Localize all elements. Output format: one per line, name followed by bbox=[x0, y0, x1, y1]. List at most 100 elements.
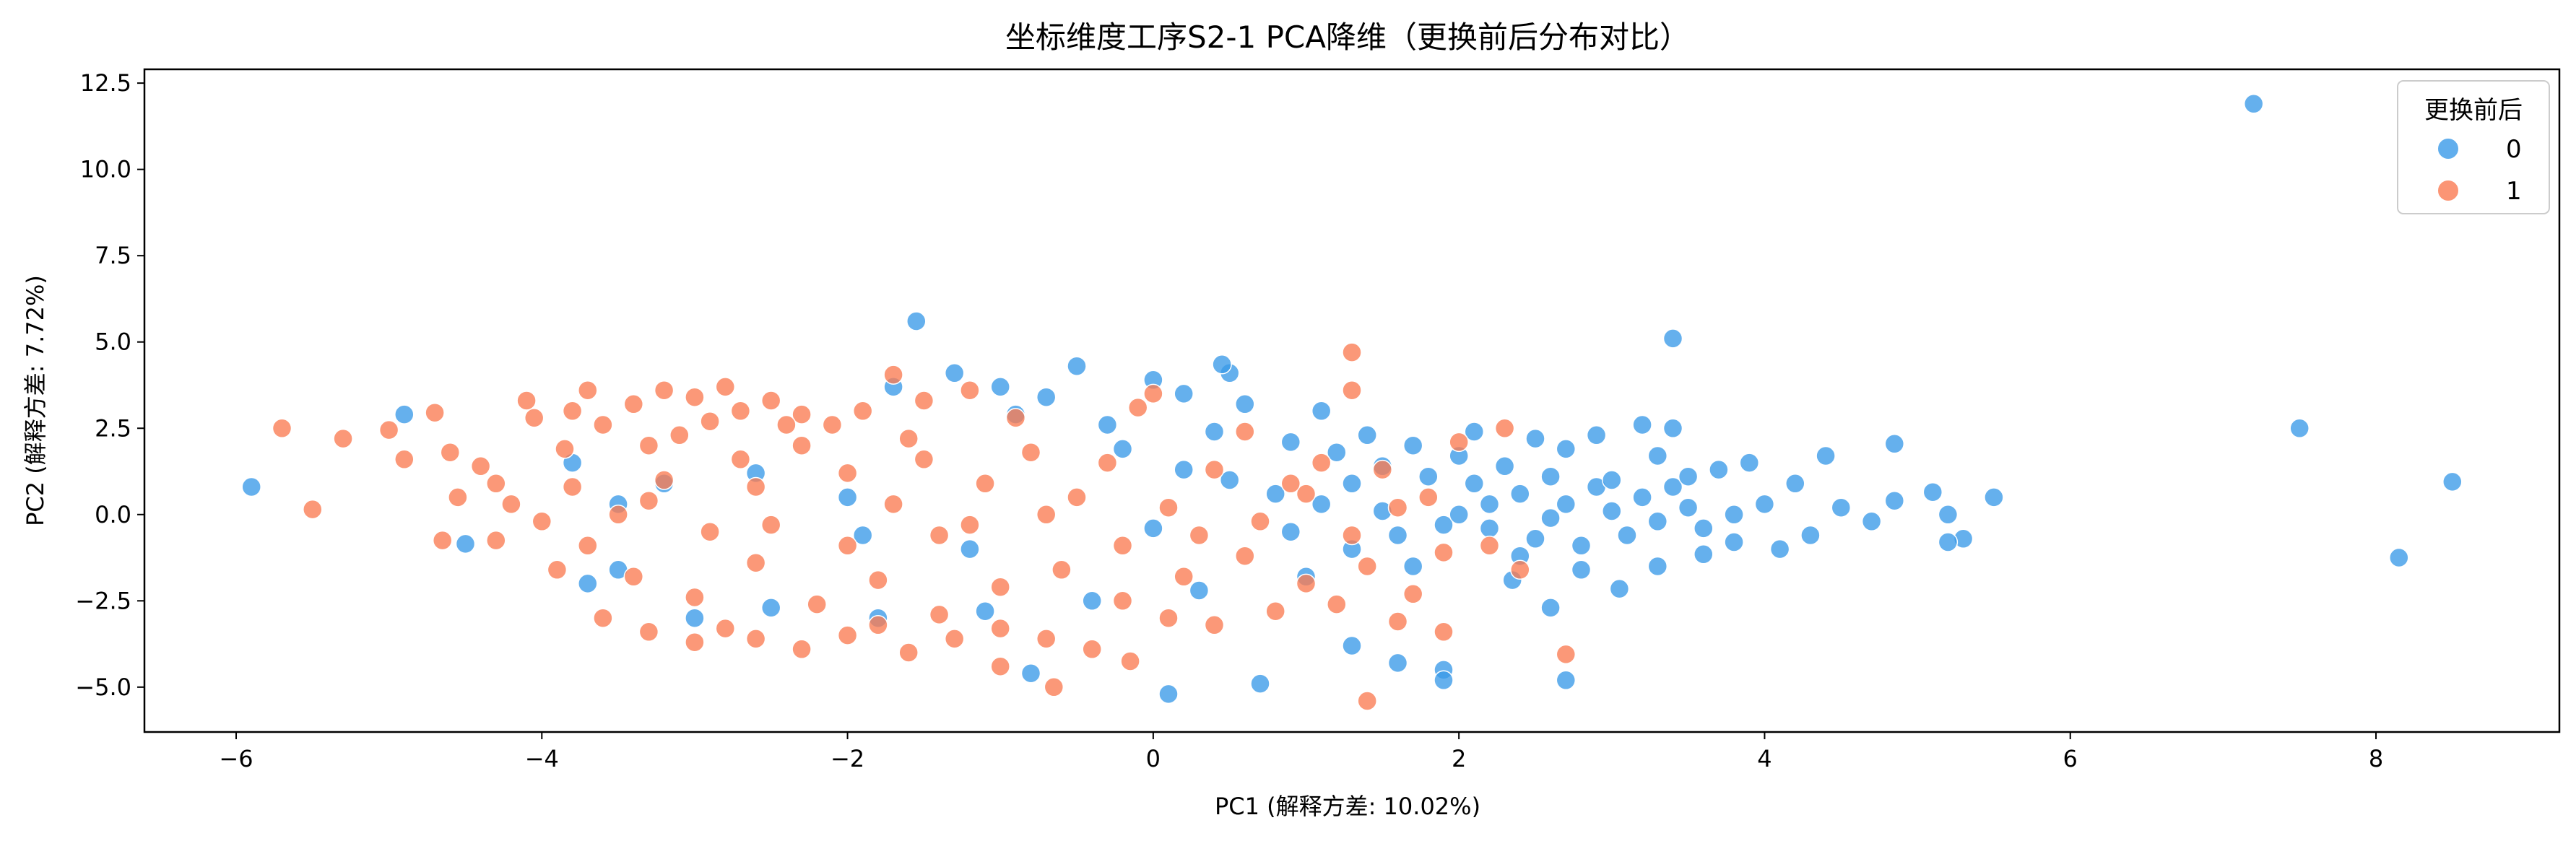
scatter-point bbox=[1112, 536, 1133, 556]
scatter-point bbox=[745, 552, 766, 573]
scatter-point bbox=[1816, 445, 1836, 466]
x-tick-label: 2 bbox=[1452, 745, 1466, 772]
scatter-point bbox=[1556, 439, 1577, 459]
scatter-point bbox=[1036, 387, 1057, 407]
scatter-point bbox=[1602, 501, 1622, 521]
scatter-point bbox=[929, 525, 950, 546]
scatter-point bbox=[1494, 456, 1515, 476]
scatter-point bbox=[1479, 518, 1500, 539]
scatter-point bbox=[1800, 525, 1821, 546]
scatter-point bbox=[638, 490, 659, 511]
scatter-point bbox=[486, 474, 506, 494]
scatter-point bbox=[1036, 629, 1057, 649]
scatter-point bbox=[792, 639, 812, 660]
scatter-point bbox=[1097, 414, 1118, 435]
scatter-point bbox=[960, 539, 980, 559]
scatter-point bbox=[837, 625, 858, 645]
scatter-point bbox=[1556, 644, 1577, 665]
scatter-point bbox=[1311, 453, 1332, 473]
scatter-point bbox=[1067, 356, 1087, 376]
scatter-point bbox=[1571, 536, 1592, 556]
scatter-point bbox=[1372, 459, 1393, 480]
scatter-point bbox=[1235, 546, 1255, 566]
scatter-point bbox=[638, 622, 659, 642]
scatter-point bbox=[638, 435, 659, 456]
scatter-point bbox=[1556, 670, 1577, 691]
scatter-point bbox=[1479, 536, 1500, 556]
scatter-point bbox=[1020, 442, 1041, 463]
scatter-point bbox=[1525, 428, 1545, 449]
scatter-point bbox=[486, 530, 506, 551]
scatter-point bbox=[1418, 487, 1439, 507]
scatter-point bbox=[1204, 615, 1225, 635]
scatter-point bbox=[1647, 556, 1668, 577]
scatter-point bbox=[1402, 556, 1423, 577]
scatter-point bbox=[807, 594, 827, 614]
scatter-point bbox=[501, 494, 521, 515]
scatter-point bbox=[455, 533, 476, 554]
scatter-point bbox=[432, 530, 453, 551]
scatter-point bbox=[1342, 342, 1362, 362]
scatter-point bbox=[990, 656, 1010, 676]
scatter-point bbox=[1387, 497, 1408, 518]
scatter-point bbox=[852, 401, 873, 422]
scatter-point bbox=[1097, 453, 1118, 473]
scatter-point bbox=[990, 618, 1010, 639]
scatter-point bbox=[1739, 453, 1760, 473]
scatter-point bbox=[914, 391, 934, 411]
scatter-point bbox=[1479, 494, 1500, 515]
scatter-point bbox=[1082, 639, 1102, 660]
scatter-point bbox=[944, 363, 965, 383]
scatter-point bbox=[944, 629, 965, 649]
legend: 更换前后 0 1 bbox=[2397, 80, 2550, 214]
scatter-point bbox=[1250, 511, 1270, 532]
scatter-point bbox=[745, 629, 766, 649]
scatter-point bbox=[1189, 580, 1210, 601]
legend-marker-series-1 bbox=[2437, 179, 2460, 202]
y-tick-label: 5.0 bbox=[95, 328, 131, 356]
scatter-point bbox=[1311, 494, 1332, 515]
scatter-point bbox=[1051, 559, 1072, 580]
scatter-point bbox=[555, 439, 575, 459]
scatter-point bbox=[1143, 383, 1163, 404]
scatter-point bbox=[1694, 544, 1714, 565]
scatter-point bbox=[1204, 459, 1225, 480]
scatter-point bbox=[776, 414, 797, 435]
scatter-point bbox=[883, 365, 903, 385]
y-tick-label: −2.5 bbox=[75, 587, 131, 614]
scatter-point bbox=[685, 632, 705, 653]
scatter-point bbox=[425, 402, 445, 423]
scatter-point bbox=[1754, 494, 1775, 515]
scatter-point bbox=[1861, 511, 1882, 532]
scatter-point bbox=[1143, 518, 1163, 539]
scatter-point bbox=[868, 570, 888, 591]
scatter-point bbox=[1235, 394, 1255, 414]
scatter-point bbox=[975, 474, 995, 494]
scatter-point bbox=[1938, 532, 1959, 552]
scatter-point bbox=[1112, 439, 1133, 459]
scatter-point bbox=[593, 414, 613, 435]
scatter-point bbox=[1662, 418, 1683, 439]
scatter-point bbox=[1884, 490, 1905, 511]
scatter-point bbox=[333, 428, 353, 449]
scatter-point bbox=[1005, 408, 1026, 428]
scatter-point bbox=[1280, 474, 1301, 494]
scatter-point bbox=[1280, 432, 1301, 453]
scatter-point bbox=[700, 521, 720, 542]
scatter-point bbox=[990, 377, 1010, 397]
scatter-point bbox=[760, 391, 781, 411]
scatter-point bbox=[990, 577, 1010, 597]
scatter-point bbox=[1158, 684, 1179, 705]
scatter-point bbox=[914, 449, 934, 470]
y-tick-label: 2.5 bbox=[95, 414, 131, 442]
scatter-point bbox=[868, 615, 888, 635]
y-axis-label: PC2 (解释方差: 7.72%) bbox=[22, 275, 49, 526]
legend-marker-series-0 bbox=[2437, 137, 2460, 160]
scatter-point bbox=[1327, 442, 1347, 463]
scatter-point bbox=[1694, 518, 1714, 539]
scatter-point bbox=[715, 618, 736, 639]
scatter-point bbox=[1434, 542, 1454, 563]
scatter-point bbox=[1219, 470, 1240, 490]
scatter-point bbox=[837, 463, 858, 484]
scatter-point bbox=[1984, 487, 2004, 507]
